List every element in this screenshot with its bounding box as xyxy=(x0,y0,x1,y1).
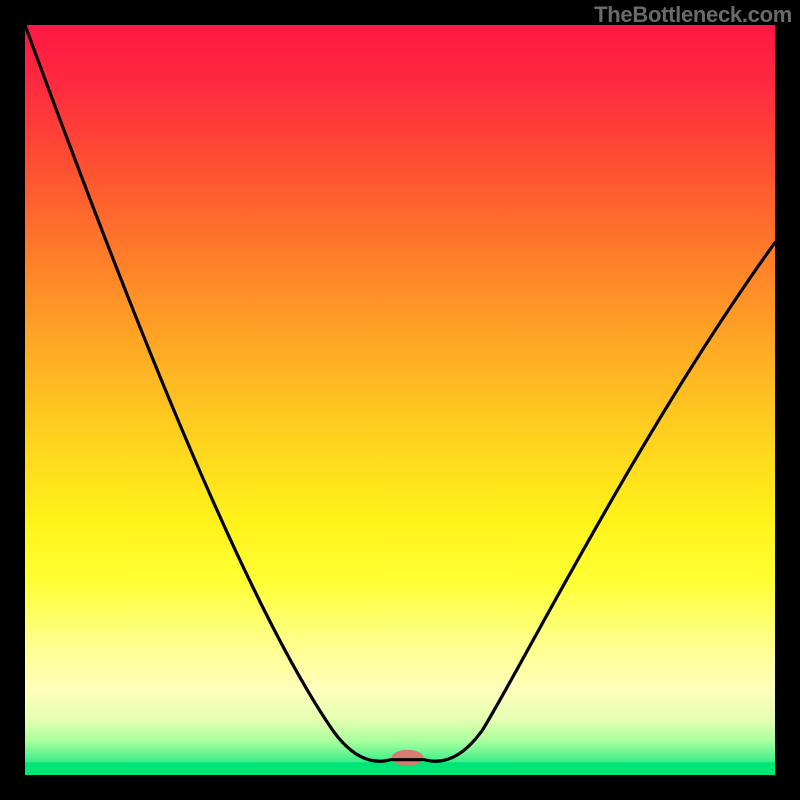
bottleneck-curve-chart xyxy=(0,0,800,800)
plot-background-gradient xyxy=(25,25,775,775)
watermark-text: TheBottleneck.com xyxy=(594,2,792,28)
optimal-point-marker xyxy=(392,750,424,766)
